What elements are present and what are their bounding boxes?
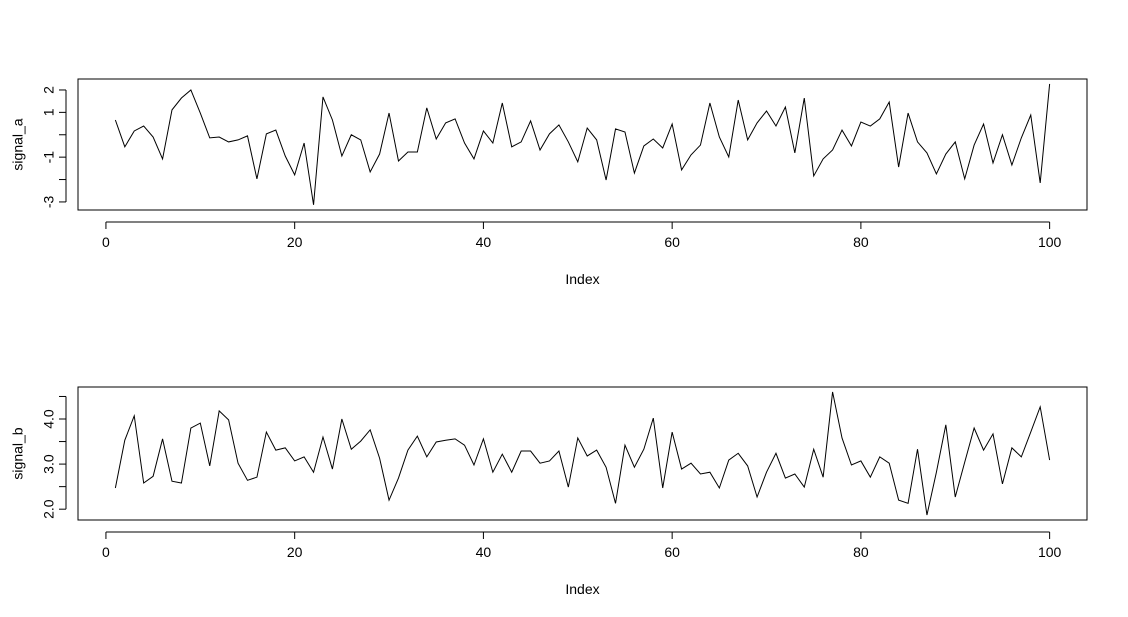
y-tick-label: -1: [41, 151, 57, 164]
x-tick-label: 40: [476, 234, 492, 250]
x-tick-label: 60: [664, 234, 680, 250]
y-tick-label: -3: [41, 196, 57, 209]
x-tick-label: 60: [664, 544, 680, 560]
x-tick-label: 20: [287, 234, 303, 250]
y-tick-label: 1: [41, 108, 57, 116]
x-tick-label: 80: [853, 234, 869, 250]
x-tick-label: 0: [102, 544, 110, 560]
data-line: [114, 83, 1051, 205]
x-tick-label: 80: [853, 544, 869, 560]
x-tick-label: 100: [1038, 544, 1062, 560]
x-tick-label: 100: [1038, 234, 1062, 250]
x-axis-label: Index: [565, 271, 599, 287]
y-tick-label: 2.0: [41, 499, 57, 519]
y-tick-label: 4.0: [41, 409, 57, 429]
plot-box: [77, 386, 1088, 521]
y-tick-label: 3.0: [41, 454, 57, 474]
x-tick-label: 0: [102, 234, 110, 250]
y-tick-label: 2: [41, 86, 57, 94]
x-tick-label: 20: [287, 544, 303, 560]
plot-box: [77, 78, 1088, 211]
data-line: [114, 391, 1051, 516]
y-axis-label: signal_a: [10, 118, 26, 170]
x-axis-label: Index: [565, 581, 599, 597]
x-tick-label: 40: [476, 544, 492, 560]
y-axis-label: signal_b: [10, 427, 26, 479]
